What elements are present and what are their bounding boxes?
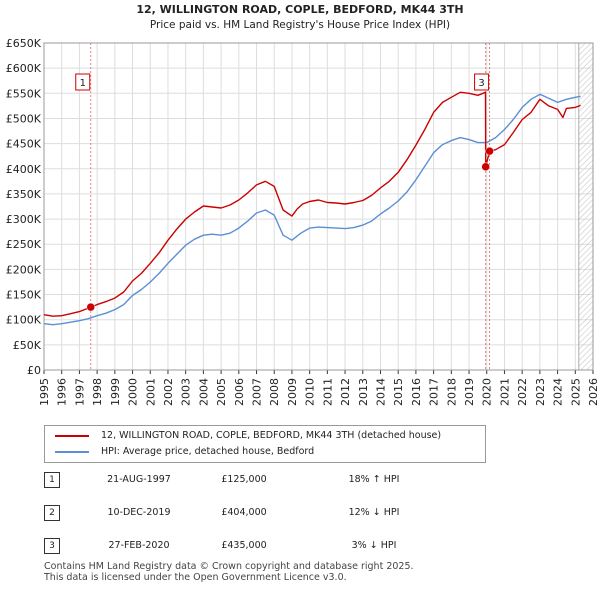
sale-points: [86, 146, 494, 312]
x-tick-label: 2026: [587, 378, 600, 406]
footer-line-licence: This data is licensed under the Open Gov…: [44, 572, 347, 583]
legend: 12, WILLINGTON ROAD, COPLE, BEDFORD, MK4…: [44, 425, 486, 463]
x-tick-label: 2009: [286, 378, 299, 406]
x-tick-label: 2007: [251, 378, 264, 406]
sale-label-1: 1: [75, 73, 91, 91]
sale-number: 2: [44, 505, 60, 521]
footer-attribution: Contains HM Land Registry data © Crown c…: [44, 561, 414, 583]
x-tick-label: 1998: [91, 378, 104, 406]
series-lines: [43, 91, 581, 326]
y-tick-label: £400K: [6, 163, 42, 176]
y-tick-label: £300K: [6, 213, 42, 226]
sale-point: [485, 146, 494, 156]
x-tick-label: 1996: [56, 378, 69, 406]
sale-price: £125,000: [221, 474, 267, 485]
y-tick-label: £50K: [13, 339, 42, 352]
x-tick-label: 2015: [392, 378, 405, 406]
footer-line-copyright: Contains HM Land Registry data © Crown c…: [44, 561, 414, 572]
x-tick-label: 2020: [481, 378, 494, 406]
x-tick-label: 2013: [357, 378, 370, 406]
sale-label-3: 3: [474, 73, 490, 91]
x-tick-label: 2012: [339, 378, 352, 406]
y-tick-label: £100K: [6, 314, 42, 327]
sale-number: 1: [44, 472, 60, 488]
sale-label-box: [75, 73, 91, 91]
x-tick-label: 2018: [445, 378, 458, 406]
y-tick-label: £450K: [6, 138, 42, 151]
sale-date: 21-AUG-1997: [107, 474, 171, 485]
legend-entry-hpi: HPI: Average price, detached house, Bedf…: [55, 443, 314, 461]
x-tick-label: 2006: [233, 378, 246, 406]
chart-title: 12, WILLINGTON ROAD, COPLE, BEDFORD, MK4…: [136, 3, 463, 16]
sale-hpi-comparison: 3% ↓ HPI: [351, 540, 397, 551]
x-tick-label: 2008: [268, 378, 281, 406]
x-tick-label: 1999: [109, 378, 122, 406]
x-tick-label: 1995: [38, 378, 51, 406]
x-tick-label: 2004: [197, 378, 210, 406]
hatched-projection-region: [578, 43, 593, 370]
property-price-line: [43, 91, 581, 317]
chart-subtitle: Price paid vs. HM Land Registry's House …: [150, 19, 450, 31]
sale-date: 10-DEC-2019: [107, 507, 171, 518]
legend-swatch-property: [55, 434, 89, 437]
sale-date: 27-FEB-2020: [108, 540, 170, 551]
y-tick-label: £350K: [6, 188, 42, 201]
sale-price: £435,000: [221, 540, 267, 551]
y-tick-label: £550K: [6, 87, 42, 100]
price-chart: 12, WILLINGTON ROAD, COPLE, BEDFORD, MK4…: [6, 3, 600, 406]
sale-hpi-comparison: 12% ↓ HPI: [348, 507, 400, 518]
sale-label-box: [474, 73, 490, 91]
x-tick-label: 2011: [321, 378, 334, 406]
x-tick-label: 1997: [73, 378, 86, 406]
hpi-line: [43, 93, 581, 326]
x-tick-label: 2024: [552, 378, 565, 406]
sale-price: £404,000: [221, 507, 267, 518]
x-tick-label: 2016: [410, 378, 423, 406]
y-tick-label: £650K: [6, 37, 42, 50]
x-tick-label: 2001: [144, 378, 157, 406]
x-tick-label: 2014: [374, 378, 387, 406]
sale-point: [86, 302, 96, 312]
x-tick-label: 2017: [428, 378, 441, 406]
x-tick-label: 2022: [516, 378, 529, 406]
y-tick-label: £500K: [6, 112, 42, 125]
y-tick-label: £0: [27, 364, 41, 377]
sale-point: [481, 162, 490, 172]
legend-entry-property: 12, WILLINGTON ROAD, COPLE, BEDFORD, MK4…: [55, 427, 441, 445]
y-tick-label: £150K: [6, 289, 42, 302]
x-tick-label: 2010: [304, 378, 317, 406]
y-tick-label: £250K: [6, 238, 42, 251]
hatched-region: [578, 43, 593, 370]
plot-area: [44, 43, 593, 370]
y-tick-label: £600K: [6, 62, 42, 75]
x-tick-label: 2019: [463, 378, 476, 406]
x-tick-label: 2002: [162, 378, 175, 406]
x-tick-label: 2023: [534, 378, 547, 406]
sale-row: 3 27-FEB-2020 £435,000 3% ↓ HPI: [44, 538, 444, 556]
x-tick-label: 2000: [127, 378, 140, 406]
legend-label-hpi: HPI: Average price, detached house, Bedf…: [101, 446, 315, 457]
grid: [43, 42, 594, 371]
x-tick-label: 2021: [498, 378, 511, 406]
sale-label-text: 1: [80, 78, 86, 89]
plot-border: [43, 42, 594, 371]
sale-hpi-comparison: 18% ↑ HPI: [348, 474, 400, 485]
legend-label-property: 12, WILLINGTON ROAD, COPLE, BEDFORD, MK4…: [101, 430, 442, 441]
sale-row: 1 21-AUG-1997 £125,000 18% ↑ HPI: [44, 472, 444, 490]
axes: £0 £50K £100K £150K £200K £250K £300K £350K £400…: [6, 37, 600, 406]
x-tick-label: 2003: [180, 378, 193, 406]
x-tick-label: 2025: [569, 378, 582, 406]
sale-number: 3: [44, 538, 60, 554]
x-tick-label: 2005: [215, 378, 228, 406]
sale-row: 2 10-DEC-2019 £404,000 12% ↓ HPI: [44, 505, 444, 523]
legend-swatch-hpi: [55, 450, 89, 453]
y-tick-label: £200K: [6, 263, 42, 276]
sale-label-text: 3: [478, 78, 484, 89]
sale-marker-lines: [90, 43, 491, 370]
